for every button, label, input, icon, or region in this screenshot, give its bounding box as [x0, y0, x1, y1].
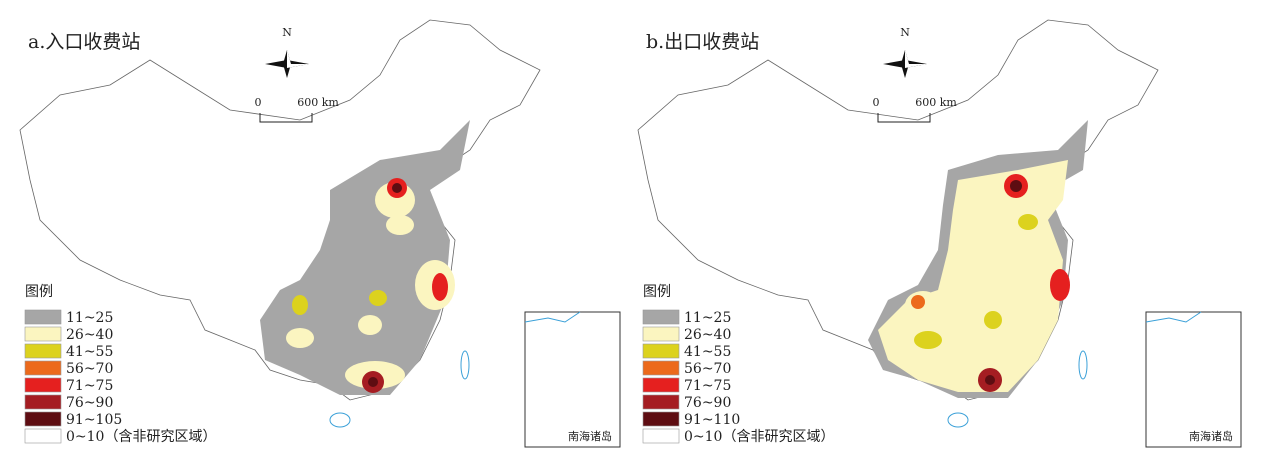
- panel-title: b.出口收费站: [646, 31, 759, 53]
- legend: 11~2526~4041~5556~7071~7576~9091~1050~10…: [24, 309, 216, 445]
- legend-title: 图例: [643, 284, 671, 300]
- legend-label: 91~105: [66, 412, 122, 428]
- legend-swatch: [642, 411, 680, 427]
- legend-title: 图例: [25, 284, 53, 300]
- hotspot: [985, 375, 995, 385]
- legend-label: 56~70: [66, 361, 113, 377]
- legend-swatch: [642, 394, 680, 410]
- legend-swatch: [642, 343, 680, 359]
- legend-swatch: [24, 394, 62, 410]
- legend-swatch: [642, 377, 680, 393]
- legend-label: 76~90: [684, 395, 731, 411]
- density-area: [914, 331, 942, 349]
- legend-swatch: [24, 377, 62, 393]
- island: [329, 412, 351, 428]
- legend-label: 71~75: [66, 378, 113, 394]
- legend-label: 0~10（含非研究区域）: [684, 429, 834, 445]
- scale-bar: [877, 113, 931, 123]
- inset-frame: [1145, 311, 1242, 448]
- inset-label: 南海诸岛: [568, 429, 612, 443]
- density-area: [984, 311, 1002, 329]
- density-area: [292, 295, 308, 315]
- north-label: N: [282, 26, 292, 39]
- legend-swatch: [642, 309, 680, 325]
- legend: 11~2526~4041~5556~7071~7576~9091~1100~10…: [642, 309, 834, 445]
- legend-swatch: [24, 360, 62, 376]
- inset-coast: [1145, 311, 1202, 323]
- hotspot: [432, 273, 448, 301]
- panel: a.入口收费站 N 0 600 km 南海诸岛 图例 11~2526~4041~…: [19, 19, 621, 448]
- hotspot: [1050, 269, 1070, 301]
- density-area: [358, 315, 382, 335]
- panel-title: a.入口收费站: [28, 31, 140, 53]
- north-arrow: [265, 50, 309, 78]
- legend-label: 26~40: [684, 327, 731, 343]
- legend-swatch: [24, 343, 62, 359]
- panel: b.出口收费站 N 0 600 km 南海诸岛 图例 11~2526~4041~…: [637, 19, 1242, 448]
- legend-swatch: [24, 309, 62, 325]
- legend-label: 71~75: [684, 378, 731, 394]
- density-area: [1018, 214, 1038, 230]
- island: [1078, 350, 1088, 380]
- legend-label: 91~110: [684, 412, 740, 428]
- inset-label: 南海诸岛: [1189, 429, 1233, 443]
- inset-frame: [524, 311, 621, 448]
- density-area: [260, 120, 470, 395]
- density-area: [369, 290, 387, 306]
- scale-end: 600 km: [915, 96, 957, 109]
- legend-swatch: [24, 326, 62, 342]
- scale-bar: [259, 113, 313, 123]
- legend-swatch: [642, 326, 680, 342]
- hotspot: [911, 295, 925, 309]
- north-arrow: [883, 50, 927, 78]
- legend-swatch: [24, 428, 62, 444]
- scale-start: 0: [255, 96, 262, 109]
- hotspot: [392, 183, 402, 193]
- legend-label: 41~55: [684, 344, 731, 360]
- legend-label: 11~25: [66, 310, 113, 326]
- legend-swatch: [642, 428, 680, 444]
- scale-start: 0: [873, 96, 880, 109]
- inset-coast: [524, 311, 581, 323]
- island: [947, 412, 969, 428]
- island: [460, 350, 470, 380]
- hotspot: [368, 377, 378, 387]
- scale-end: 600 km: [297, 96, 339, 109]
- density-area: [286, 328, 314, 348]
- legend-label: 56~70: [684, 361, 731, 377]
- north-label: N: [900, 26, 910, 39]
- legend-label: 41~55: [66, 344, 113, 360]
- density-area: [386, 215, 414, 235]
- legend-label: 0~10（含非研究区域）: [66, 429, 216, 445]
- legend-label: 11~25: [684, 310, 731, 326]
- legend-label: 26~40: [66, 327, 113, 343]
- legend-swatch: [24, 411, 62, 427]
- legend-label: 76~90: [66, 395, 113, 411]
- hotspot: [1010, 180, 1022, 192]
- legend-swatch: [642, 360, 680, 376]
